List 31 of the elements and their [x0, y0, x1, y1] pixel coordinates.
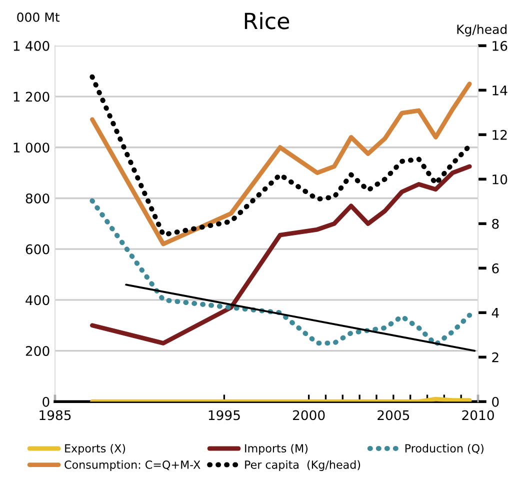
y-axis-title: 000 Mt: [17, 12, 60, 22]
legend-label: Consumption: C=Q+M-X: [64, 460, 200, 471]
y2-tick-label: 8: [492, 218, 499, 229]
y2-tick-label: 4: [492, 308, 499, 318]
legend-label: Imports (M): [245, 444, 308, 455]
y-tick-label: 600: [26, 244, 50, 254]
legend-label: Per capita (Kg/head): [245, 460, 360, 471]
y-tick-label: 400: [26, 295, 50, 306]
line-series: [90, 164, 472, 346]
x-tick-label: 2010: [462, 410, 494, 420]
x-tick-label: 2000: [292, 410, 325, 420]
legend-label: Production (Q): [405, 444, 484, 454]
y-tick-label: 800: [26, 193, 50, 204]
y-tick-label: 0: [42, 396, 50, 407]
y-tick-label: 1 400: [14, 40, 50, 51]
y2-tick-label: 2: [492, 352, 498, 362]
y2-axis-title: Kg/head: [457, 24, 506, 36]
x-tick-label: 1995: [208, 410, 240, 420]
x-tick-label: 2005: [378, 410, 410, 420]
x-tick-label: 1985: [40, 410, 71, 420]
y-tick-label: 1 200: [14, 92, 50, 102]
y2-tick-label: 0: [492, 396, 499, 407]
y-tick-label: 200: [26, 346, 50, 356]
y2-tick-label: 16: [492, 40, 508, 51]
y2-tick-label: 12: [492, 130, 507, 140]
y2-tick-label: 6: [492, 263, 499, 274]
y2-tick-label: 14: [492, 86, 508, 96]
chart-title: Rice: [244, 12, 290, 30]
legend-label: Exports (X): [65, 444, 126, 455]
y-tick-label: 1 000: [14, 142, 50, 153]
y2-tick-label: 10: [492, 174, 508, 184]
